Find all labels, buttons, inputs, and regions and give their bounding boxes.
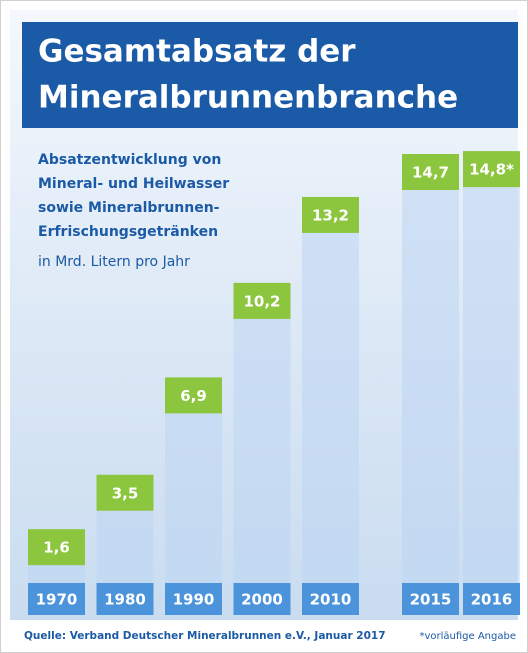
subtitle: Absatzentwicklung von (38, 152, 221, 168)
subtitle: sowie Mineralbrunnen- (38, 200, 220, 216)
chart-title: Gesamtabsatz der (38, 34, 356, 70)
value-label: 14,7 (412, 163, 449, 181)
value-label: 14,8* (469, 161, 514, 179)
bar (402, 154, 459, 583)
value-label: 1,6 (43, 539, 70, 557)
value-label: 6,9 (180, 387, 207, 405)
x-tick-label: 1990 (173, 591, 215, 609)
x-tick-label: 1970 (36, 591, 78, 609)
value-label: 13,2 (312, 206, 349, 224)
x-tick-label: 2010 (310, 591, 352, 609)
bar (302, 197, 359, 583)
x-tick-label: 2015 (410, 591, 452, 609)
value-label: 3,5 (112, 484, 139, 502)
value-label: 10,2 (243, 292, 280, 310)
footnote: *vorläufige Angabe (419, 631, 516, 642)
chart-title: Mineralbrunnenbranche (38, 80, 458, 116)
x-tick-label: 2016 (471, 591, 513, 609)
chart: Gesamtabsatz der Mineralbrunnenbranche A… (0, 0, 528, 653)
subtitle: Mineral- und Heilwasser (38, 176, 229, 192)
source: Quelle: Verband Deutscher Mineralbrunnen… (24, 630, 386, 642)
x-tick-label: 1980 (104, 591, 146, 609)
bar (234, 283, 291, 583)
subtitle: Erfrischungsgetränken (38, 224, 218, 240)
unit-label: in Mrd. Litern pro Jahr (38, 254, 190, 270)
x-tick-label: 2000 (241, 591, 283, 609)
bar (463, 151, 520, 583)
